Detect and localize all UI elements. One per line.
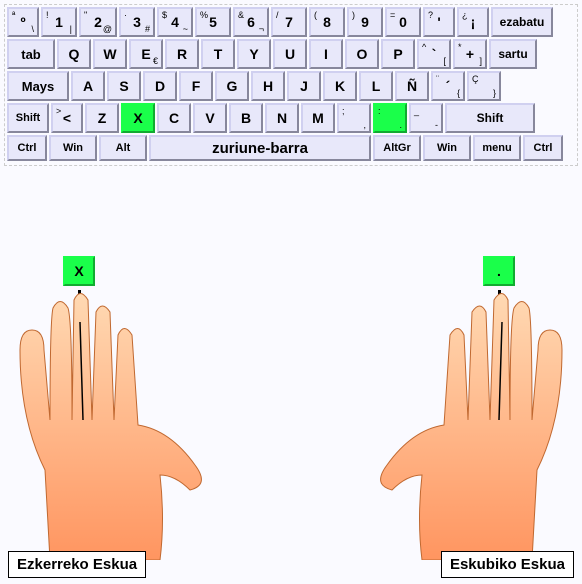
key-2[interactable]: "2@	[79, 7, 117, 37]
key-i[interactable]: I	[309, 39, 343, 69]
chip-left: X	[63, 256, 95, 286]
key-w[interactable]: W	[93, 39, 127, 69]
key-y[interactable]: Y	[237, 39, 271, 69]
key-shift[interactable]: Shift	[445, 103, 535, 133]
key-l[interactable]: L	[359, 71, 393, 101]
key-[interactable]: _-	[409, 103, 443, 133]
hand-label-left: Ezkerreko Eskua	[8, 551, 146, 578]
key-g[interactable]: G	[215, 71, 249, 101]
key-r[interactable]: R	[165, 39, 199, 69]
key-v[interactable]: V	[193, 103, 227, 133]
key-j[interactable]: J	[287, 71, 321, 101]
key-3[interactable]: ·3#	[119, 7, 155, 37]
key-[interactable]: ªº\	[7, 7, 39, 37]
key-[interactable]: ¨´{	[431, 71, 465, 101]
key-[interactable]: :.	[373, 103, 407, 133]
key-[interactable]: Ç}	[467, 71, 501, 101]
chip-right-label: .	[497, 263, 501, 279]
chip-left-label: X	[74, 263, 83, 279]
key-zuriunebarra[interactable]: zuriune-barra	[149, 135, 371, 161]
key-p[interactable]: P	[381, 39, 415, 69]
kb-row-2: MaysASDFGHJKLÑ¨´{Ç}	[7, 71, 575, 101]
key-[interactable]: ^`[	[417, 39, 451, 69]
key-ctrl[interactable]: Ctrl	[523, 135, 563, 161]
key-sartu[interactable]: sartu	[489, 39, 537, 69]
kb-row-1: tabQWE€RTYUIOP^`[*+]sartu	[7, 39, 575, 69]
key-7[interactable]: /7	[271, 7, 307, 37]
key-ezabatu[interactable]: ezabatu	[491, 7, 553, 37]
key-a[interactable]: A	[71, 71, 105, 101]
key-6[interactable]: &6¬	[233, 7, 269, 37]
key-tab[interactable]: tab	[7, 39, 55, 69]
key-n[interactable]: N	[265, 103, 299, 133]
key-9[interactable]: )9	[347, 7, 383, 37]
hand-right	[362, 290, 572, 560]
key-[interactable]: ;,	[337, 103, 371, 133]
key-u[interactable]: U	[273, 39, 307, 69]
key-d[interactable]: D	[143, 71, 177, 101]
key-f[interactable]: F	[179, 71, 213, 101]
key-mays[interactable]: Mays	[7, 71, 69, 101]
hand-label-right: Eskubiko Eskua	[441, 551, 574, 578]
key-[interactable]: ><	[51, 103, 83, 133]
key-z[interactable]: Z	[85, 103, 119, 133]
key-s[interactable]: S	[107, 71, 141, 101]
key-x[interactable]: X	[121, 103, 155, 133]
key-8[interactable]: (8	[309, 7, 345, 37]
key-4[interactable]: $4~	[157, 7, 193, 37]
key-altgr[interactable]: AltGr	[373, 135, 421, 161]
key-win[interactable]: Win	[423, 135, 471, 161]
key-k[interactable]: K	[323, 71, 357, 101]
key-5[interactable]: %5	[195, 7, 231, 37]
key-0[interactable]: =0	[385, 7, 421, 37]
key-[interactable]: ?'	[423, 7, 455, 37]
key-ctrl[interactable]: Ctrl	[7, 135, 47, 161]
key-[interactable]: *+]	[453, 39, 487, 69]
kb-row-4: CtrlWinAltzuriune-barraAltGrWinmenuCtrl	[7, 135, 575, 161]
key-menu[interactable]: menu	[473, 135, 521, 161]
key-t[interactable]: T	[201, 39, 235, 69]
key-alt[interactable]: Alt	[99, 135, 147, 161]
key-c[interactable]: C	[157, 103, 191, 133]
key-1[interactable]: !1|	[41, 7, 77, 37]
key-m[interactable]: M	[301, 103, 335, 133]
key-b[interactable]: B	[229, 103, 263, 133]
hand-left	[10, 290, 220, 560]
key-[interactable]: Ñ	[395, 71, 429, 101]
key-o[interactable]: O	[345, 39, 379, 69]
keyboard: ªº\!1|"2@·3#$4~%5&6¬/7(8)9=0?'¿¡ezabatu …	[4, 4, 578, 166]
key-e[interactable]: E€	[129, 39, 163, 69]
kb-row-3: Shift><ZXCVBNM;,:._-Shift	[7, 103, 575, 133]
key-shift[interactable]: Shift	[7, 103, 49, 133]
chip-right: .	[483, 256, 515, 286]
kb-row-0: ªº\!1|"2@·3#$4~%5&6¬/7(8)9=0?'¿¡ezabatu	[7, 7, 575, 37]
key-h[interactable]: H	[251, 71, 285, 101]
key-q[interactable]: Q	[57, 39, 91, 69]
key-win[interactable]: Win	[49, 135, 97, 161]
key-[interactable]: ¿¡	[457, 7, 489, 37]
